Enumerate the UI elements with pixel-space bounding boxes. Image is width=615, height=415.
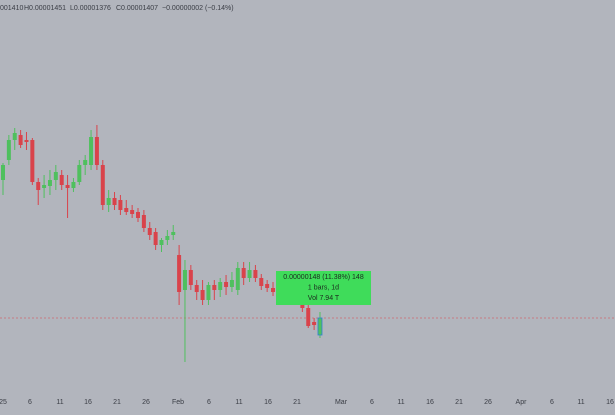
measure-text: Vol 7.94 T [308, 295, 340, 302]
x-tick-label: 16 [606, 399, 614, 406]
x-tick-label: 6 [550, 399, 554, 406]
x-tick-label: 6 [207, 399, 211, 406]
candle-body [106, 198, 111, 205]
candle-body [153, 232, 158, 245]
candle-body [47, 180, 52, 186]
measure-box [276, 271, 371, 305]
candle-body [159, 240, 164, 245]
candle-body [77, 165, 82, 182]
candle-body [200, 290, 205, 300]
candle-body [265, 284, 270, 288]
candle-body [317, 317, 323, 336]
candle-body [188, 270, 193, 285]
x-tick-label: 16 [84, 399, 92, 406]
ohlc-header: −0.00000002 (−0.14%) [162, 5, 234, 12]
candle-body [312, 322, 317, 325]
candle-body [147, 228, 152, 235]
candle-body [30, 140, 35, 182]
candle-body [194, 285, 199, 292]
candle-body [206, 285, 211, 300]
candle-body [253, 270, 258, 278]
measure-text: 0.00000148 (11.38%) 148 [283, 274, 364, 281]
candle-body [6, 140, 11, 160]
ohlc-header: 001410 [0, 5, 23, 12]
x-tick-label: 26 [484, 399, 492, 406]
x-tick-label: 21 [113, 399, 121, 406]
x-tick-label: 6 [370, 399, 374, 406]
candle-body [218, 282, 223, 290]
x-tick-label: Mar [335, 399, 348, 406]
candle-body [65, 185, 70, 188]
x-tick-label: 21 [455, 399, 463, 406]
x-tick-label: 6 [28, 399, 32, 406]
candle-body [124, 208, 129, 212]
ohlc-header: C0.00001407 [116, 5, 158, 12]
x-tick-label: 11 [235, 399, 242, 406]
candle-body [182, 270, 187, 290]
ohlc-header: H0.00001451 [24, 5, 66, 12]
x-tick-label: Apr [516, 399, 528, 406]
candle-body [235, 268, 240, 290]
x-tick-label: Feb [172, 399, 184, 406]
candle-body [241, 268, 246, 278]
candle-body [53, 172, 58, 180]
candle-body [271, 288, 276, 292]
candle-body [24, 140, 29, 142]
ohlc-header: L0.00001376 [70, 5, 111, 12]
x-tick-label: 16 [426, 399, 434, 406]
candle-body [165, 236, 170, 240]
candle-body [130, 210, 135, 214]
candle-body [1, 165, 5, 180]
candle-body [12, 133, 17, 140]
x-tick-label: 16 [264, 399, 272, 406]
candle-body [171, 232, 176, 235]
candle-body [229, 280, 234, 287]
candle-body [259, 278, 264, 286]
x-tick-label: 21 [293, 399, 301, 406]
candle-body [94, 137, 99, 165]
candle-body [42, 185, 47, 188]
candle-body [36, 182, 41, 190]
candle-body [59, 175, 64, 185]
candle-body [136, 212, 141, 218]
candle-body [112, 198, 117, 205]
candle-body [141, 215, 146, 228]
x-tick-label: 25 [0, 399, 7, 406]
x-tick-label: 11 [56, 399, 63, 406]
measure-tooltip: 0.00000148 (11.38%) 148 1 bars, 1d Vol 7.9… [276, 271, 371, 305]
candle-body [83, 160, 88, 165]
x-axis [0, 394, 615, 410]
candle-body [212, 285, 217, 290]
measure-text: 1 bars, 1d [308, 284, 339, 291]
candle-body [306, 308, 311, 326]
candle-body [247, 270, 252, 278]
x-tick-label: 26 [142, 399, 150, 406]
candle-body [89, 137, 94, 165]
candle-body [100, 165, 105, 205]
x-tick-label: 11 [577, 399, 584, 406]
candle-body [71, 182, 76, 188]
x-tick-label: 11 [397, 399, 404, 406]
candle-body [118, 200, 123, 210]
candle-body [224, 282, 229, 287]
candle-body [18, 135, 23, 145]
candle-body [177, 255, 182, 292]
